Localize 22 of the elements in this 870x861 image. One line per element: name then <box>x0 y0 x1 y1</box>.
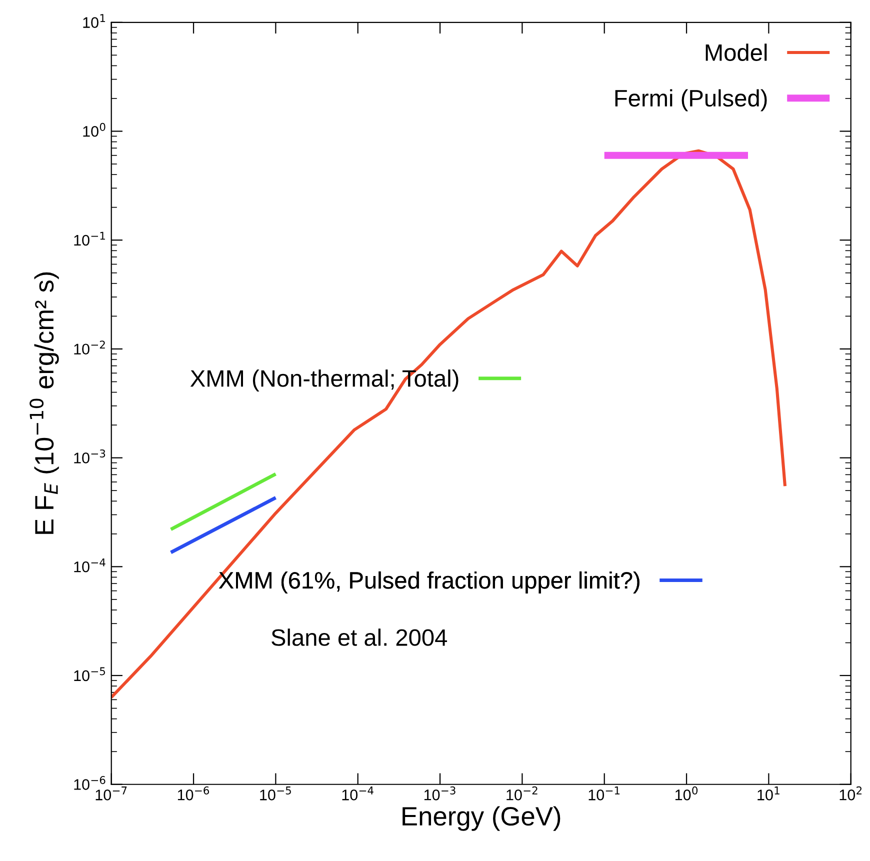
x-tick-label: 10$^{−6}$ <box>178 786 210 800</box>
legend-label: Model <box>706 44 767 61</box>
x-tick-label: 10$^{−5}$ <box>260 786 291 800</box>
y-tick-label: 10$^{−2}$ <box>74 340 105 355</box>
x-tick-label: 10$^{−3}$ <box>424 786 456 800</box>
x-tick-label: 10$^{−2}$ <box>506 786 538 800</box>
legend-label: XMM (61%, Pulsed fraction upper limit?) <box>218 571 640 594</box>
y-tick-label: 10$^{1}$ <box>83 14 106 28</box>
legend-label: Fermi (Pulsed) <box>615 89 767 112</box>
x-tick-label: 10$^{−1}$ <box>588 786 620 800</box>
y-axis-title: E F$_{E}$ (10$^{−10}$ erg/cm² s) <box>30 272 59 534</box>
y-tick-label: 10$^{−1}$ <box>74 232 105 246</box>
y-tick-label: 10$^{−5}$ <box>74 667 106 682</box>
x-tick-label: 10$^{2}$ <box>840 786 862 800</box>
x-tick-label: 10$^{−4}$ <box>342 786 374 800</box>
y-tick-label: 10$^{0}$ <box>83 122 106 137</box>
annotation: Slane et al. 2004 <box>272 628 448 646</box>
y-tick-label: 10$^{−4}$ <box>74 558 106 572</box>
x-tick-label: 10$^{0}$ <box>675 786 698 800</box>
x-axis-title: Energy (GeV) <box>402 806 560 831</box>
x-tick-label: 10$^{1}$ <box>758 786 780 800</box>
y-tick-label: 10$^{−3}$ <box>74 449 106 464</box>
